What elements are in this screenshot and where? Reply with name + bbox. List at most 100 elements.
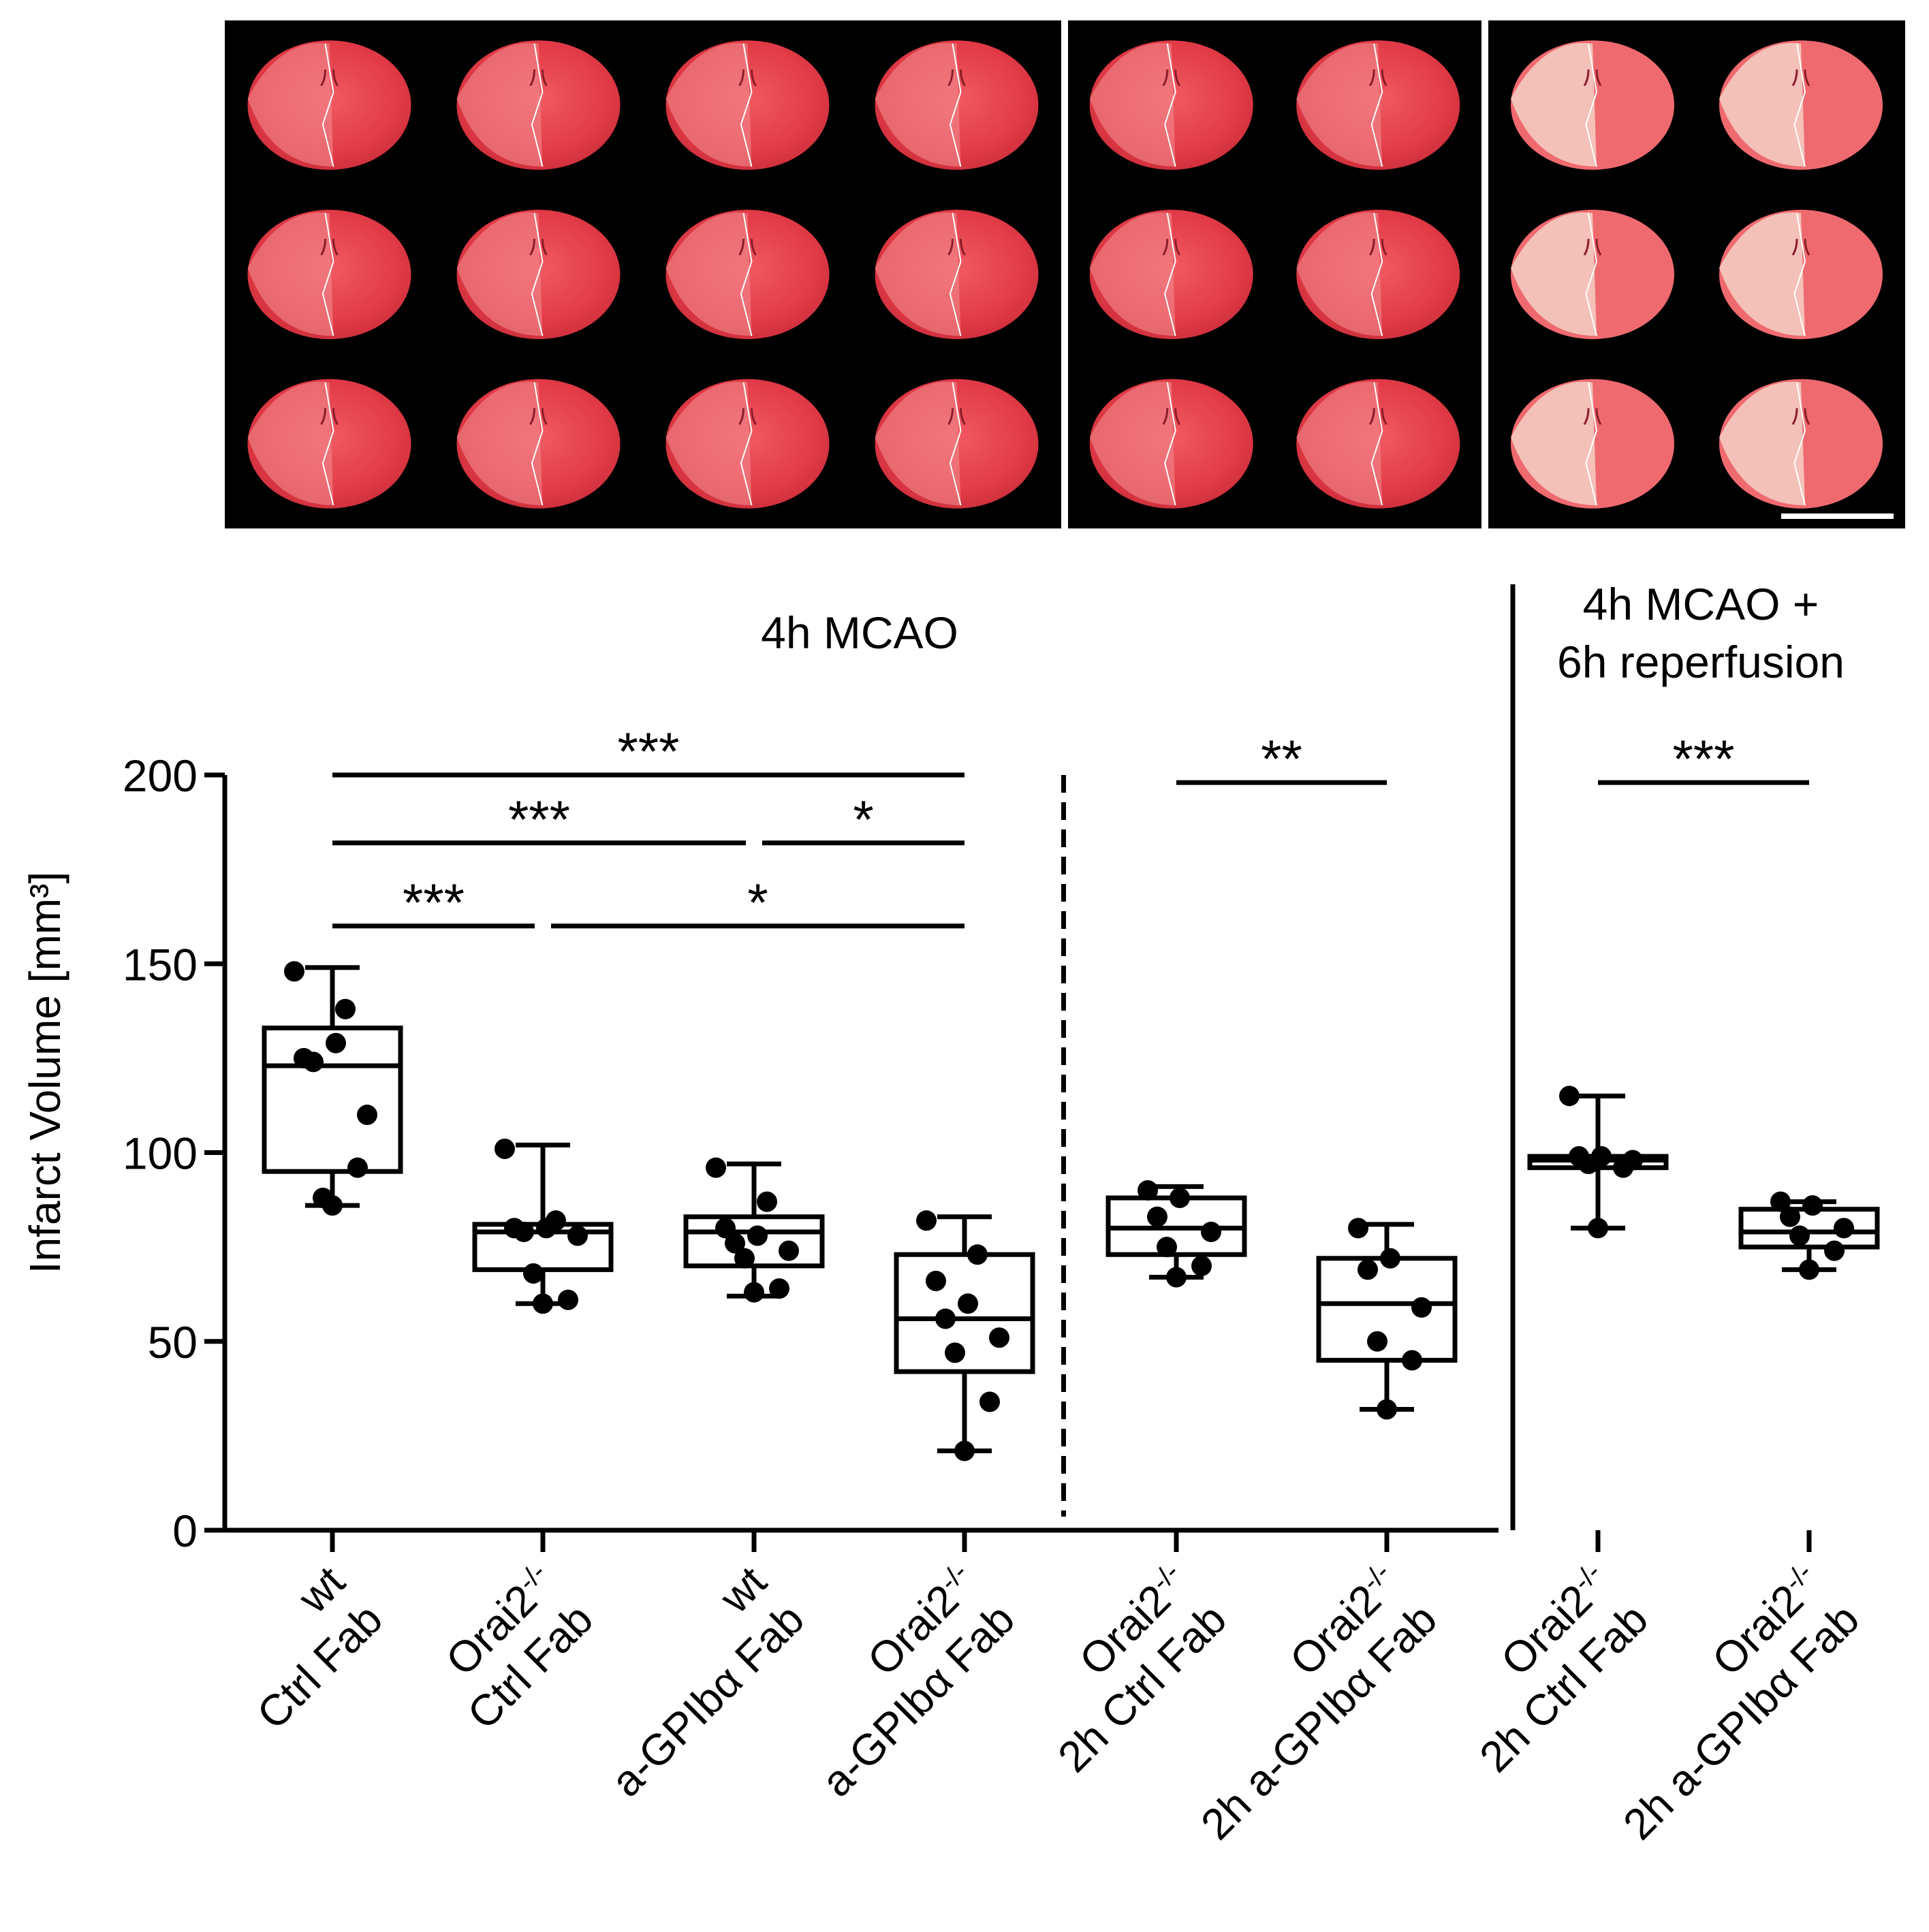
infarct-region [1719, 381, 1805, 505]
infarct-outline [1370, 212, 1383, 336]
data-point [1170, 1188, 1190, 1209]
data-point [945, 1342, 965, 1363]
genotype-superscript: -/- [1146, 1557, 1185, 1597]
data-point [769, 1278, 789, 1299]
data-point [757, 1191, 777, 1212]
significance-bar: *** [332, 789, 746, 849]
brain-slice [1089, 379, 1253, 509]
infarct-outline [322, 43, 334, 167]
data-point [1789, 1225, 1810, 1246]
brain-slice [1296, 210, 1460, 339]
data-point [916, 1210, 937, 1231]
infarct-region [1511, 43, 1597, 167]
brain-slice [1296, 379, 1460, 509]
ventricle [738, 408, 757, 425]
infarct-region [1296, 381, 1383, 505]
infarct-region [875, 43, 961, 167]
significance-label: * [853, 789, 873, 849]
x-tick-label: Orai2-/-2h Ctrl Fab [1048, 1557, 1236, 1781]
brain-slice [247, 40, 411, 170]
box-3 [894, 1214, 1035, 1454]
data-point [1201, 1221, 1221, 1242]
infarct-region [1511, 212, 1597, 336]
brain-slice [1089, 210, 1253, 339]
section-dividers [1061, 584, 1516, 1530]
data-point [1166, 1267, 1187, 1288]
ventricle [1368, 238, 1387, 256]
data-point [504, 1218, 524, 1239]
ventricle [529, 69, 548, 86]
infarct-outline [531, 212, 544, 336]
significance-label: *** [403, 872, 465, 932]
data-point [747, 1225, 768, 1246]
significance-bar: *** [1598, 729, 1809, 789]
data-point [989, 1327, 1009, 1348]
box-0 [262, 965, 403, 1208]
infarct-outline [1585, 212, 1598, 336]
ventricle [1583, 408, 1602, 425]
data-point [546, 1210, 566, 1231]
infarct-outline [1585, 382, 1598, 506]
brain-slice [1511, 210, 1674, 339]
data-point [533, 1293, 553, 1314]
ventricle [320, 238, 339, 256]
data-point [1358, 1259, 1378, 1280]
brain-slice [456, 40, 621, 170]
brain-slice [1296, 40, 1460, 170]
infarct-region [1296, 212, 1383, 336]
data-point [979, 1391, 1000, 1412]
data-point [1138, 1179, 1158, 1201]
infarct-region [247, 43, 334, 167]
ventricle [1791, 408, 1810, 425]
data-point [744, 1282, 764, 1303]
ventricle [320, 69, 339, 86]
brain-slice [1511, 379, 1674, 509]
genotype-superscript: -/- [1778, 1557, 1818, 1597]
infarct-region [665, 43, 752, 167]
infarct-region [1089, 381, 1176, 505]
infarct-region [665, 212, 752, 336]
infarct-outline [949, 43, 962, 167]
data-point [958, 1293, 978, 1314]
infarct-outline [1793, 382, 1806, 506]
ventricle [738, 69, 757, 86]
data-point [284, 961, 304, 982]
infarct-outline [322, 382, 334, 506]
panel-reperfusion [1488, 20, 1905, 528]
data-point [495, 1138, 515, 1159]
brain-slice [1719, 210, 1883, 339]
infarct-volume-box-plot: 4h MCAO 4h MCAO + 6h reperfusion Infarct… [20, 579, 1880, 1849]
data-point [357, 1105, 377, 1126]
infarct-outline [1164, 212, 1176, 336]
brain-slice [247, 210, 411, 339]
ventricle [529, 408, 548, 425]
infarct-outline [949, 212, 962, 336]
data-point [1402, 1350, 1422, 1371]
x-tick-label: wta-GPIbα Fab [601, 1557, 813, 1806]
infarct-region [1089, 212, 1176, 336]
genotype-superscript: -/- [1356, 1557, 1396, 1597]
infarct-region [875, 212, 961, 336]
section-label-4h-mcao-plus: 4h MCAO + [1583, 579, 1819, 629]
brain-slice [665, 379, 830, 509]
y-tick-label: 150 [123, 939, 198, 989]
section-label-4h-mcao: 4h MCAO [761, 607, 958, 658]
infarct-outline [1793, 43, 1806, 167]
data-point [715, 1218, 736, 1239]
ventricle [1583, 238, 1602, 256]
brain-slice [875, 210, 1039, 339]
ventricle [1162, 238, 1181, 256]
data-point [1411, 1297, 1432, 1318]
data-point [1824, 1240, 1845, 1261]
data-point [954, 1440, 975, 1461]
data-point [734, 1248, 755, 1269]
ventricle [1583, 69, 1602, 86]
ventricle [529, 238, 548, 256]
box-series [262, 965, 1880, 1454]
data-point [779, 1240, 799, 1261]
y-tick-label: 50 [148, 1317, 198, 1367]
x-tick-label: Orai2-/-Ctrl Fab [437, 1557, 602, 1739]
